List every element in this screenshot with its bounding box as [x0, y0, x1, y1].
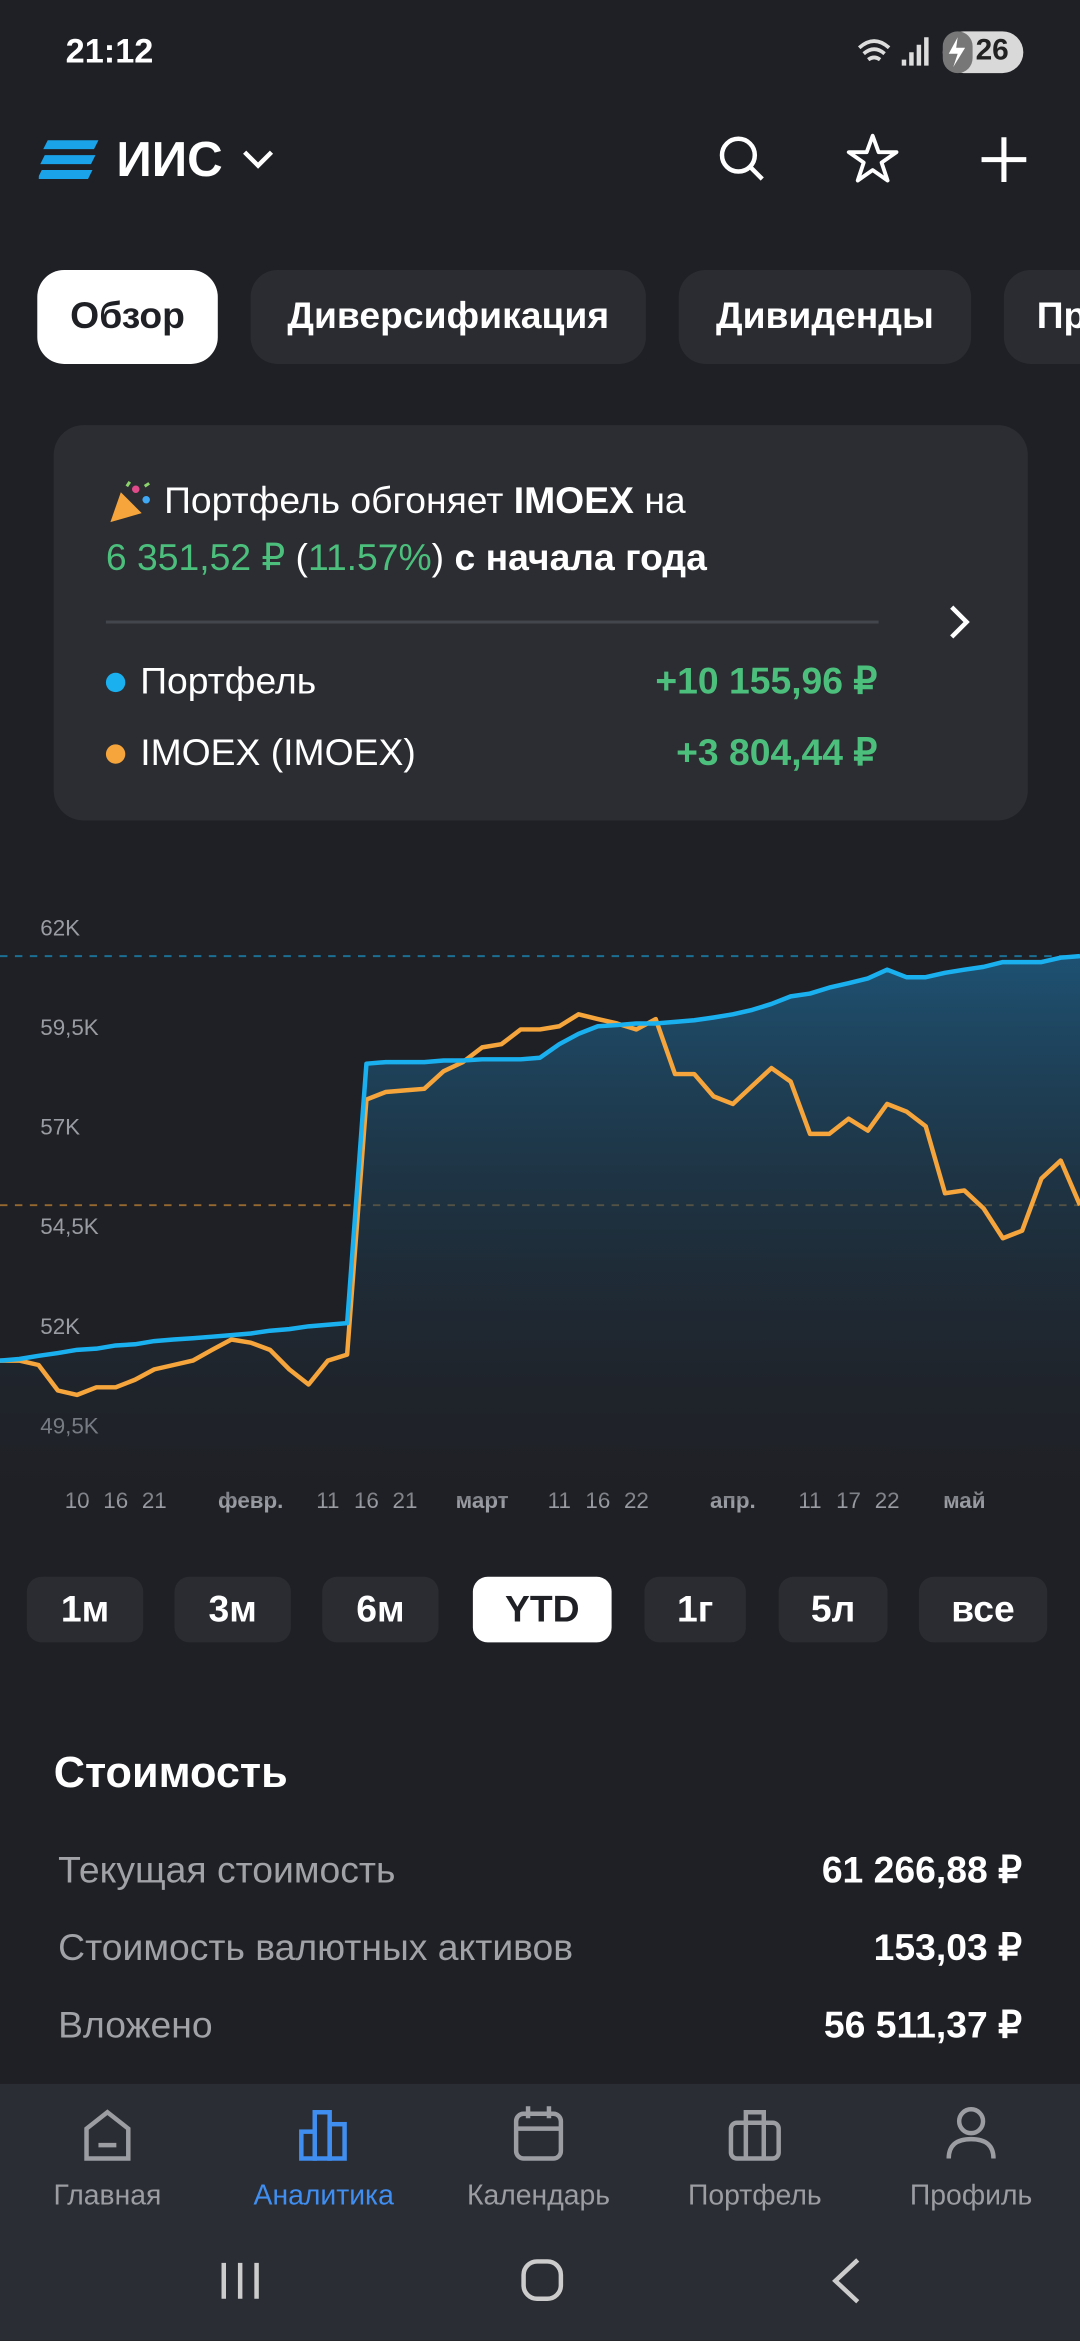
logo [38, 140, 99, 180]
nav-icons [84, 2106, 996, 2161]
paren: ) [431, 537, 445, 579]
row-value: 61 266,88 ₽ [821, 1848, 1022, 1891]
row-label: Вложено [58, 2004, 213, 2046]
row-value: 153,03 ₽ [873, 1926, 1022, 1969]
nav-label[interactable]: Портфель [687, 2180, 822, 2212]
summary-text: на [644, 480, 686, 523]
divider [105, 620, 879, 624]
period-button[interactable]: все [918, 1576, 1048, 1643]
y-tick-label: 54,5K [40, 1214, 99, 1239]
y-tick-label: 59,5K [40, 1015, 99, 1040]
summary-text: Портфель обгоняет [164, 480, 504, 523]
legend-dot [105, 744, 126, 764]
status-icons [857, 31, 1024, 74]
portfolio-title[interactable]: ИИС [116, 131, 223, 187]
chevron-right[interactable] [940, 601, 979, 643]
summary-percent: 11.57% [307, 537, 432, 579]
y-tick-label: 62K [40, 915, 80, 940]
nav-label[interactable]: Календарь [466, 2180, 611, 2212]
tab[interactable]: Дивиденды [678, 269, 972, 364]
legend-value: +3 804,44 ₽ [676, 731, 878, 774]
area-fill [0, 956, 1080, 1501]
section-title: Стоимость [53, 1749, 288, 1798]
battery-level: 26 [975, 34, 1009, 68]
summary-amount: 6 351,52 ₽ [105, 537, 286, 579]
tab[interactable]: Пр [1003, 269, 1080, 364]
summary-since: с начала года [454, 537, 707, 579]
period-button[interactable]: 1г [644, 1576, 746, 1643]
nav-label[interactable]: Аналитика [253, 2180, 394, 2212]
row-value: 56 511,37 ₽ [823, 2004, 1022, 2046]
period-button[interactable]: 5л [778, 1576, 888, 1643]
tab[interactable]: Обзор [37, 269, 218, 364]
legend-dot [105, 672, 126, 693]
chart: 62K59,5K57K54,5K52K49,5K101621февр.11162… [0, 915, 1080, 1513]
status-time: 21:12 [65, 31, 154, 71]
period-button[interactable]: 1м [26, 1576, 144, 1643]
series-line [0, 1012, 1080, 1398]
legend-label: Портфель [140, 660, 317, 702]
row-label: Текущая стоимость [58, 1848, 396, 1891]
legend-value: +10 155,96 ₽ [655, 660, 878, 702]
period-button[interactable]: 6м [322, 1576, 439, 1643]
series-line [0, 953, 1080, 1363]
row-label: Стоимость валютных активов [58, 1926, 574, 1969]
summary-line-1: Портфель обгоняет IMOEX на [164, 477, 686, 525]
nav-label[interactable]: Профиль [909, 2180, 1033, 2212]
nav-label[interactable]: Главная [53, 2180, 162, 2212]
paren: ( [295, 537, 308, 579]
chevron-down[interactable] [239, 143, 278, 176]
legend-label: IMOEX (IMOEX) [140, 731, 416, 774]
system-nav[interactable] [0, 2245, 1080, 2320]
y-tick-label: 52K [40, 1314, 80, 1339]
summary-line-2: 6 351,52 ₽ (11.57%) с начала года [106, 534, 707, 582]
tab[interactable]: Диверсификация [250, 269, 646, 364]
period-button[interactable]: YTD [472, 1576, 612, 1643]
header-actions[interactable] [710, 128, 1038, 191]
summary-index: IMOEX [513, 480, 634, 523]
y-tick-label: 57K [40, 1115, 80, 1140]
period-button[interactable]: 3м [174, 1576, 291, 1643]
party-icon [110, 480, 150, 523]
